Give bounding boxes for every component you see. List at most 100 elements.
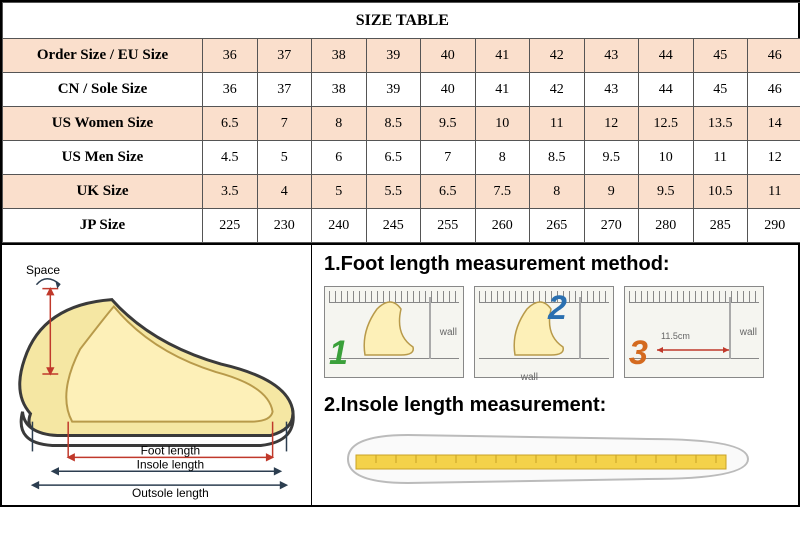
size-cell: 43: [584, 73, 639, 107]
size-cell: 6.5: [421, 175, 476, 209]
size-cell: 8: [475, 141, 530, 175]
wall-label: wall: [521, 372, 538, 383]
size-cell: 7.5: [475, 175, 530, 209]
insole-icon: [328, 425, 758, 493]
size-cell: 255: [421, 209, 476, 243]
step-2: wall 2: [474, 286, 614, 378]
size-cell: 6: [312, 141, 367, 175]
size-cell: 45: [693, 39, 748, 73]
row-label: Order Size / EU Size: [3, 39, 203, 73]
table-row: US Men Size4.5566.5788.59.5101112: [3, 141, 800, 175]
size-cell: 39: [366, 39, 421, 73]
size-cell: 6.5: [366, 141, 421, 175]
size-cell: 10.5: [693, 175, 748, 209]
ruler-icon: [629, 291, 759, 303]
size-cell: 230: [257, 209, 312, 243]
size-cell: 40: [421, 39, 476, 73]
size-cell: 7: [421, 141, 476, 175]
row-label: UK Size: [3, 175, 203, 209]
size-cell: 9: [584, 175, 639, 209]
size-cell: 37: [257, 73, 312, 107]
size-cell: 42: [530, 39, 585, 73]
wall-label: wall: [740, 327, 757, 338]
size-cell: 11: [693, 141, 748, 175]
size-cell: 46: [748, 73, 800, 107]
size-cell: 3.5: [203, 175, 258, 209]
table-row: JP Size225230240245255260265270280285290: [3, 209, 800, 243]
size-cell: 240: [312, 209, 367, 243]
size-cell: 45: [693, 73, 748, 107]
size-cell: 4: [257, 175, 312, 209]
size-cell: 8: [530, 175, 585, 209]
size-cell: 11: [748, 175, 800, 209]
measurement-steps: wall 1 wall 2: [324, 286, 786, 378]
size-cell: 36: [203, 73, 258, 107]
size-cell: 5: [312, 175, 367, 209]
size-cell: 265: [530, 209, 585, 243]
size-cell: 12.5: [639, 107, 694, 141]
size-cell: 43: [584, 39, 639, 73]
row-label: CN / Sole Size: [3, 73, 203, 107]
table-row: UK Size3.5455.56.57.5899.510.511: [3, 175, 800, 209]
size-cell: 5.5: [366, 175, 421, 209]
size-cell: 41: [475, 73, 530, 107]
foot-length-heading: 1.Foot length measurement method:: [324, 253, 786, 276]
size-cell: 38: [312, 73, 367, 107]
size-cell: 46: [748, 39, 800, 73]
size-cell: 37: [257, 39, 312, 73]
size-cell: 39: [366, 73, 421, 107]
size-cell: 260: [475, 209, 530, 243]
size-cell: 40: [421, 73, 476, 107]
insole-illustration: [328, 425, 758, 493]
step-number-2: 2: [548, 289, 567, 328]
size-cell: 8: [312, 107, 367, 141]
shoe-cross-section: Space Foot length: [2, 245, 312, 505]
space-label: Space: [26, 263, 60, 277]
instructions-panel: 1.Foot length measurement method: wall 1: [312, 245, 798, 505]
size-cell: 9.5: [421, 107, 476, 141]
wall-label: wall: [440, 327, 457, 338]
size-cell: 290: [748, 209, 800, 243]
table-row: CN / Sole Size3637383940414243444546: [3, 73, 800, 107]
size-cell: 6.5: [203, 107, 258, 141]
size-cell: 13.5: [693, 107, 748, 141]
table-title: SIZE TABLE: [3, 3, 800, 39]
insole-length-heading: 2.Insole length measurement:: [324, 394, 786, 417]
step-3: 11.5cm wall 3: [624, 286, 764, 378]
size-cell: 10: [639, 141, 694, 175]
size-cell: 42: [530, 73, 585, 107]
measurement-diagram: Space Foot length: [2, 243, 798, 505]
size-cell: 225: [203, 209, 258, 243]
size-cell: 36: [203, 39, 258, 73]
dimension-arrow-icon: [655, 343, 731, 357]
size-cell: 12: [748, 141, 800, 175]
size-cell: 4.5: [203, 141, 258, 175]
row-label: US Men Size: [3, 141, 203, 175]
table-row: US Women Size6.5788.59.510111212.513.514: [3, 107, 800, 141]
size-chart-container: SIZE TABLE Order Size / EU Size363738394…: [0, 0, 800, 507]
dimension-label: 11.5cm: [661, 331, 690, 341]
size-cell: 245: [366, 209, 421, 243]
foot-length-label: Foot length: [141, 443, 200, 457]
size-cell: 280: [639, 209, 694, 243]
size-cell: 11: [530, 107, 585, 141]
insole-length-label: Insole length: [137, 457, 204, 471]
size-cell: 8.5: [366, 107, 421, 141]
foot-icon: [361, 297, 417, 359]
shoe-illustration: Foot length Insole length Outsole length: [2, 245, 311, 505]
step-number-3: 3: [629, 334, 648, 373]
size-table: SIZE TABLE Order Size / EU Size363738394…: [2, 2, 798, 243]
size-cell: 7: [257, 107, 312, 141]
row-label: JP Size: [3, 209, 203, 243]
size-cell: 5: [257, 141, 312, 175]
row-label: US Women Size: [3, 107, 203, 141]
size-cell: 9.5: [639, 175, 694, 209]
table-row: Order Size / EU Size36373839404142434445…: [3, 39, 800, 73]
size-cell: 9.5: [584, 141, 639, 175]
size-cell: 285: [693, 209, 748, 243]
size-cell: 12: [584, 107, 639, 141]
size-cell: 8.5: [530, 141, 585, 175]
size-cell: 44: [639, 39, 694, 73]
step-number-1: 1: [329, 334, 348, 373]
size-cell: 44: [639, 73, 694, 107]
